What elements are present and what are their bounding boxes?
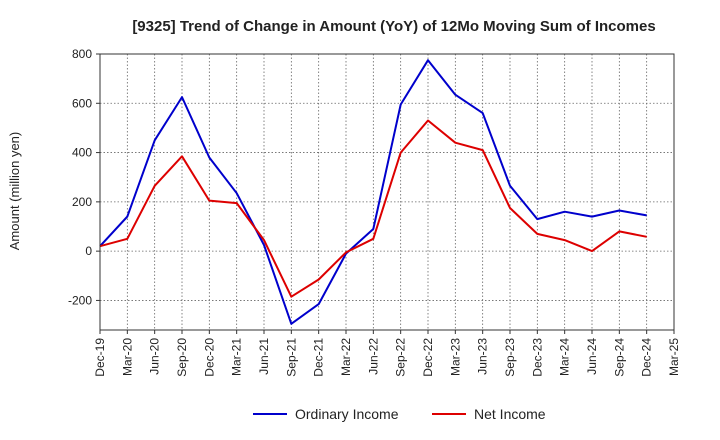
x-tick-label: Sep-23 <box>503 338 517 377</box>
x-tick-labels: Dec-19 Mar-20 Jun-20 Sep-20 Dec-20 Mar-21 Jun-… <box>93 330 681 377</box>
y-tick-labels: -200 0 200 400 600 800 <box>68 47 100 307</box>
x-tick-label: Mar-23 <box>448 338 462 376</box>
x-tick-label: Dec-20 <box>202 338 216 377</box>
grid <box>100 54 674 330</box>
x-tick-label: Mar-25 <box>667 338 681 376</box>
x-tick-label: Mar-22 <box>339 338 353 376</box>
y-tick-label: -200 <box>68 293 92 307</box>
y-tick-label: 600 <box>72 96 92 110</box>
y-tick-label: 400 <box>72 146 92 160</box>
x-tick-label: Dec-24 <box>640 338 654 377</box>
y-tick-label: 200 <box>72 195 92 209</box>
y-axis-label: Amount (million yen) <box>7 132 22 251</box>
series-line-net-income <box>99 119 647 298</box>
x-tick-label: Mar-20 <box>120 338 134 376</box>
x-tick-label: Jun-20 <box>148 338 162 375</box>
plot-frame <box>99 53 675 331</box>
x-tick-label: Dec-22 <box>421 338 435 377</box>
x-tick-label: Sep-21 <box>284 338 298 377</box>
x-tick-label: Mar-24 <box>558 338 572 376</box>
legend: Ordinary Income Net Income <box>253 406 546 422</box>
x-tick-label: Sep-24 <box>612 338 626 377</box>
x-tick-label: Dec-23 <box>530 338 544 377</box>
chart-title: [9325] Trend of Change in Amount (YoY) o… <box>132 18 655 35</box>
series-line-ordinary-income <box>99 59 647 325</box>
x-tick-label: Sep-22 <box>394 338 408 377</box>
y-tick-label: 0 <box>85 244 92 258</box>
x-tick-label: Jun-22 <box>366 338 380 375</box>
x-tick-label: Dec-21 <box>312 338 326 377</box>
legend-label: Ordinary Income <box>295 406 399 422</box>
x-tick-label: Dec-19 <box>93 338 107 377</box>
legend-label: Net Income <box>474 406 546 422</box>
x-tick-label: Jun-21 <box>257 338 271 375</box>
y-tick-label: 800 <box>72 47 92 61</box>
x-tick-label: Jun-24 <box>585 338 599 375</box>
series-lines <box>99 59 647 325</box>
x-tick-label: Mar-21 <box>230 338 244 376</box>
x-tick-label: Sep-20 <box>175 338 189 377</box>
x-tick-label: Jun-23 <box>476 338 490 375</box>
